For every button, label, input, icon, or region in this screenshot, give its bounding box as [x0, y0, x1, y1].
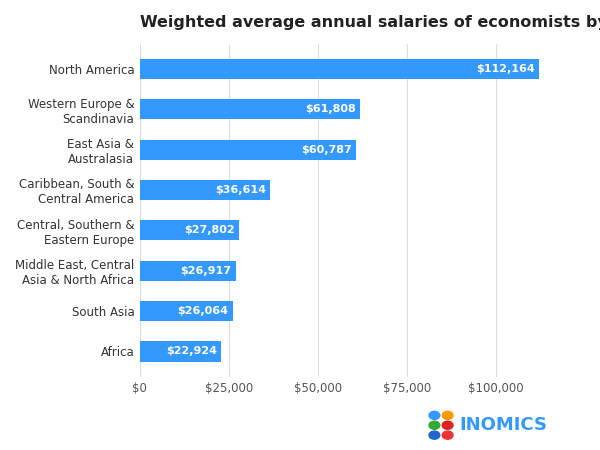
Text: $22,924: $22,924 [166, 346, 217, 356]
Text: $27,802: $27,802 [184, 225, 235, 235]
Bar [140, 261, 236, 281]
Text: $112,164: $112,164 [476, 64, 535, 74]
Bar [140, 99, 360, 119]
Text: INOMICS: INOMICS [459, 416, 547, 434]
Text: Weighted average annual salaries of economists by region in 2020: Weighted average annual salaries of econ… [140, 15, 600, 30]
Text: $61,808: $61,808 [305, 104, 356, 114]
Text: $26,917: $26,917 [181, 266, 232, 276]
Bar [140, 140, 356, 160]
Bar [140, 180, 270, 200]
Bar [140, 59, 539, 79]
Bar [140, 341, 221, 361]
Text: $60,787: $60,787 [301, 144, 352, 155]
Text: $26,064: $26,064 [178, 306, 229, 316]
Text: $36,614: $36,614 [215, 185, 266, 195]
Bar [140, 301, 233, 321]
Bar [140, 220, 239, 240]
